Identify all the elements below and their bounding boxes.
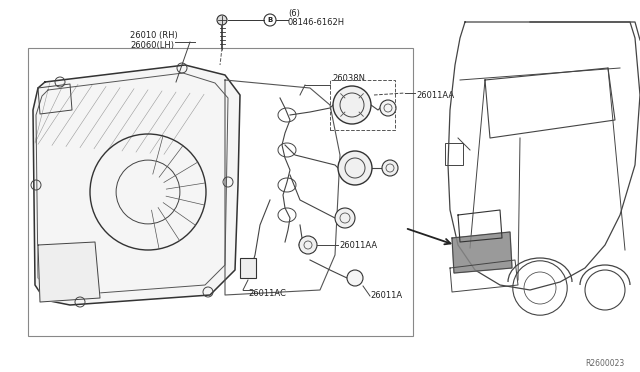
Circle shape: [382, 160, 398, 176]
Bar: [330, 80, 395, 130]
Text: (6): (6): [288, 9, 300, 17]
Circle shape: [333, 86, 371, 124]
Circle shape: [299, 236, 317, 254]
Text: 26010 (RH): 26010 (RH): [130, 31, 178, 39]
Polygon shape: [452, 232, 512, 273]
Circle shape: [380, 100, 396, 116]
Text: 26038N: 26038N: [332, 74, 365, 83]
Text: R2600023: R2600023: [586, 359, 625, 368]
Text: 26011A: 26011A: [370, 292, 402, 301]
Bar: [445, 143, 463, 165]
Polygon shape: [33, 65, 240, 305]
Bar: [28, 48, 413, 336]
Circle shape: [217, 15, 227, 25]
Text: 08146-6162H: 08146-6162H: [288, 17, 345, 26]
Polygon shape: [38, 242, 100, 302]
Text: 26011AC: 26011AC: [248, 289, 286, 298]
Bar: [240, 258, 256, 278]
Circle shape: [335, 208, 355, 228]
Text: 26011AA: 26011AA: [339, 241, 377, 250]
Text: B: B: [268, 17, 273, 23]
Text: 26060(LH): 26060(LH): [130, 41, 174, 49]
Circle shape: [347, 270, 363, 286]
Circle shape: [338, 151, 372, 185]
Text: 26011AA: 26011AA: [416, 90, 454, 99]
